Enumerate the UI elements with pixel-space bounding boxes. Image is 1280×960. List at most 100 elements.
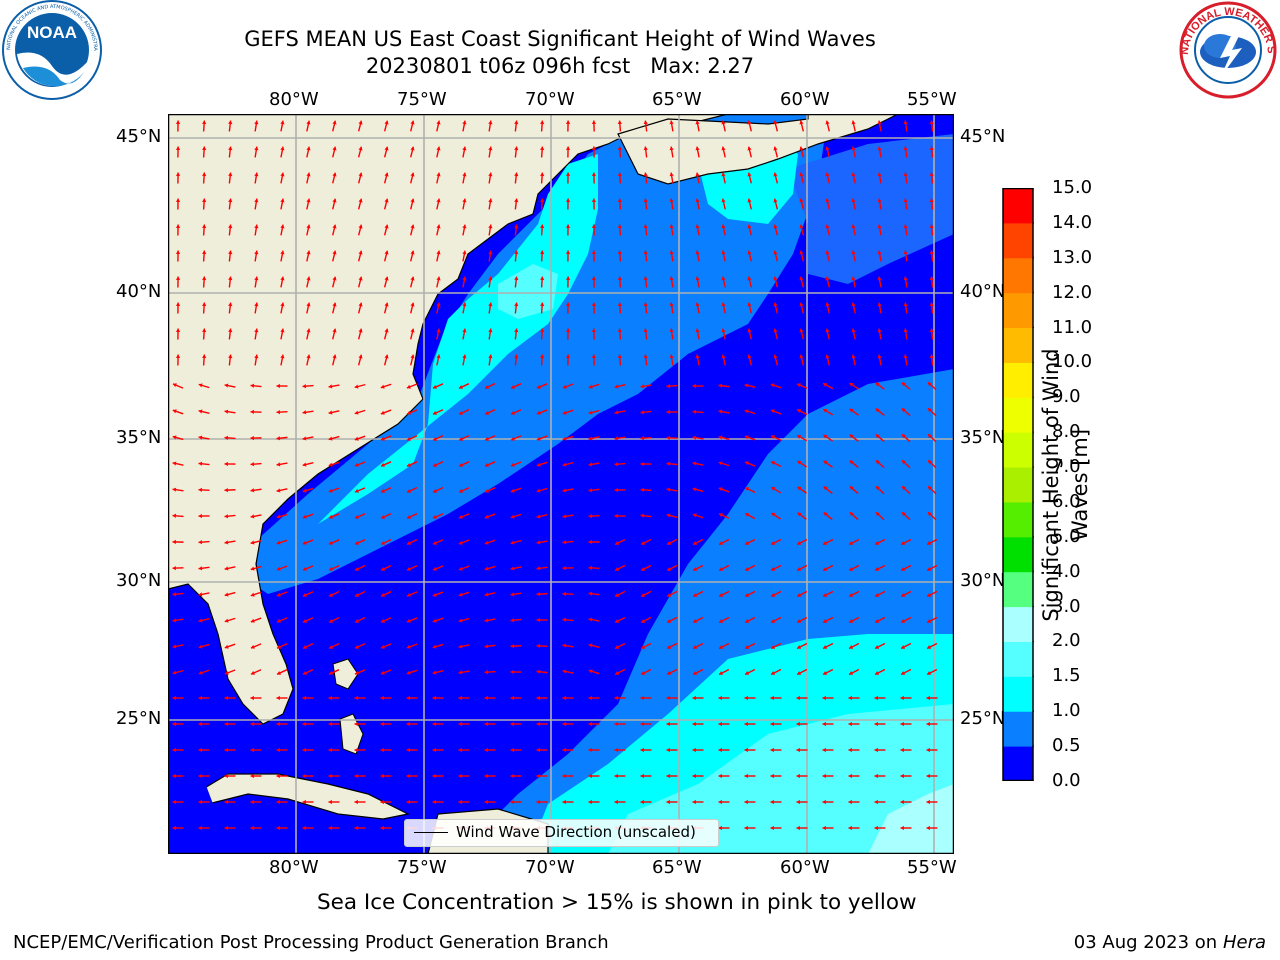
wave-direction-arrowhead [928, 460, 932, 465]
wave-direction-arrowhead [641, 567, 646, 571]
wave-direction-arrowhead [588, 721, 592, 727]
wave-direction-arrowhead [903, 120, 908, 125]
lon-label-bottom-65w: 65°W [652, 857, 702, 878]
wave-direction-arrowhead [718, 695, 722, 701]
wave-direction-arrowhead [380, 488, 385, 493]
wave-direction-arrowhead [198, 670, 203, 675]
wave-direction-arrowhead [823, 486, 828, 491]
wave-direction-arrowhead [875, 382, 880, 387]
wave-direction-arrowhead [851, 328, 856, 333]
wave-direction-arrowhead [562, 617, 567, 622]
wave-direction-arrowhead [250, 773, 254, 779]
wave-direction-arrowhead [797, 541, 802, 545]
wave-direction-arrowhead [458, 773, 462, 779]
wave-direction-arrowhead [849, 593, 854, 597]
wave-direction-arrowhead [276, 514, 281, 519]
wave-direction-arrowhead [228, 328, 233, 333]
wave-direction-arrowhead [562, 514, 567, 519]
wave-direction-arrowhead [617, 328, 622, 333]
wave-direction-arrowhead [484, 721, 488, 727]
wave-direction-arrowhead [562, 488, 567, 493]
wave-direction-arrowhead [384, 172, 389, 177]
wave-direction-arrowhead [202, 172, 207, 177]
wave-direction-arrowhead [354, 462, 359, 467]
wave-direction-arrowhead [617, 120, 622, 125]
wave-direction-arrowhead [823, 671, 828, 675]
wave-direction-arrowhead [692, 435, 697, 440]
wave-direction-arrowhead [771, 461, 776, 465]
wave-direction-arrowhead [797, 671, 802, 675]
wave-direction-arrowhead [848, 799, 852, 805]
wave-direction-arrowhead [384, 302, 389, 307]
wave-direction-arrowhead [250, 644, 255, 649]
wave-direction-arrowhead [254, 276, 259, 281]
wave-direction-arrowhead [929, 328, 934, 333]
wave-direction-arrowhead [280, 224, 285, 229]
wave-direction-arrowhead [770, 695, 774, 701]
wave-direction-arrowhead [302, 592, 307, 597]
wave-direction-arrowhead [796, 773, 800, 779]
wave-direction-arrowhead [381, 592, 385, 597]
wave-direction-arrowhead [328, 799, 332, 805]
wave-direction-arrowhead [384, 198, 389, 203]
wave-direction-arrowhead [718, 435, 723, 440]
wave-direction-arrowhead [510, 643, 514, 649]
wave-direction-arrowhead [485, 384, 490, 389]
wave-direction-arrowhead [432, 747, 436, 753]
wave-direction-arrowhead [250, 670, 255, 675]
wave-direction-arrowhead [643, 276, 648, 281]
wave-direction-arrowhead [719, 541, 724, 545]
lon-label-bottom-80w: 80°W [269, 857, 319, 878]
wave-direction-arrowhead [562, 695, 566, 701]
wave-direction-arrowhead [562, 669, 567, 674]
wave-direction-arrowhead [224, 644, 229, 649]
wave-direction-arrowhead [510, 410, 515, 415]
wave-direction-arrowhead [410, 302, 415, 307]
wave-band-0.5-1.0-north [788, 134, 954, 284]
wave-direction-arrowhead [877, 198, 882, 203]
noaa-logo: NOAA NATIONAL OCEANIC AND ATMOSPHERIC AD… [0, 0, 102, 100]
wave-direction-arrowhead [614, 384, 619, 389]
wave-direction-arrowhead [875, 408, 880, 413]
wave-direction-arrowhead [849, 671, 854, 675]
wave-direction-arrowhead [822, 825, 826, 831]
wave-direction-arrowhead [228, 302, 233, 307]
wave-direction-arrowhead [514, 276, 519, 281]
lat-label-right-35n: 35°N [960, 427, 1006, 448]
wave-direction-arrowhead [514, 354, 519, 359]
wave-direction-arrowhead [640, 487, 645, 492]
wave-direction-arrowhead [329, 618, 333, 623]
wave-direction-arrowhead [926, 747, 930, 753]
wave-direction-arrowhead [799, 328, 804, 333]
wave-direction-arrowhead [410, 354, 415, 359]
wave-direction-arrowhead [562, 773, 566, 779]
wave-direction-arrowhead [172, 539, 176, 545]
wave-direction-arrowhead [562, 462, 567, 467]
wave-direction-arrowhead [458, 747, 462, 753]
wave-direction-arrowhead [614, 487, 618, 493]
wave-direction-arrowhead [510, 618, 515, 623]
wave-direction-arrowhead [276, 773, 280, 779]
wave-direction-arrowhead [927, 541, 932, 545]
wave-direction-arrowhead [669, 198, 674, 203]
wave-direction-arrowhead [565, 198, 571, 202]
wave-direction-arrowhead [202, 354, 207, 359]
wave-direction-arrowhead [903, 302, 908, 307]
colorbar-tick-label: 0.0 [1052, 770, 1081, 791]
wave-direction-arrowhead [198, 799, 202, 805]
lat-label-right-45n: 45°N [960, 126, 1006, 147]
colorbar-tick-label: 5.0 [1052, 525, 1081, 547]
wave-direction-arrowhead [432, 721, 436, 727]
wave-direction-arrowhead [488, 224, 493, 229]
wave-direction-arrowhead [332, 250, 337, 255]
wave-direction-arrowhead [770, 747, 774, 753]
wave-direction-arrowhead [175, 198, 181, 202]
wave-direction-arrowhead [615, 567, 620, 571]
wave-direction-arrowhead [459, 462, 463, 467]
land-yucatan-top [168, 764, 213, 854]
wave-direction-arrowhead [562, 410, 567, 415]
wave-direction-arrowhead [771, 671, 776, 675]
wave-direction-arrowhead [458, 670, 463, 675]
chart-subtitle: 20230801 t06z 096h fcst Max: 2.27 [365, 54, 755, 78]
wave-direction-arrowhead [617, 224, 622, 229]
